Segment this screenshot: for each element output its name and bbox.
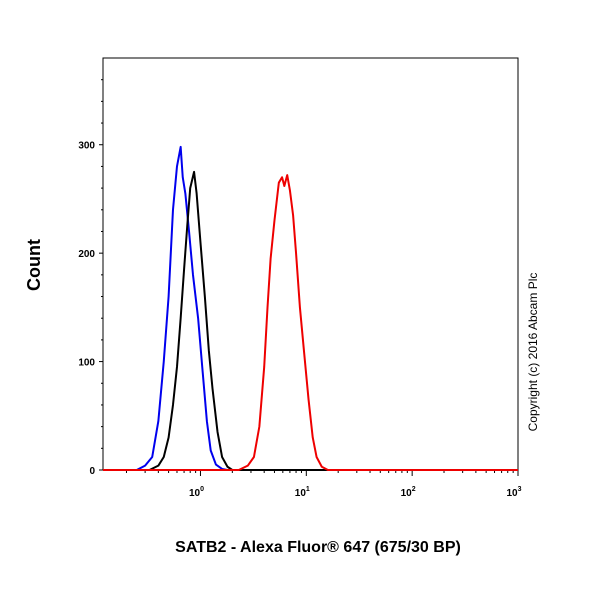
x-tick-label: 103 [506,486,521,499]
y-tick-label: 300 [78,141,95,152]
x-tick-label: 101 [295,486,310,499]
series-line-2 [103,170,518,471]
y-tick-label: 100 [78,358,95,369]
histogram-series [103,145,518,471]
y-tick-label: 200 [78,249,95,260]
x-tick-label: 100 [189,486,204,499]
copyright-annotation: Copyright (c) 2016 Abcam Plc [526,273,540,432]
x-axis-title: SATB2 - Alexa Fluor® 647 (675/30 BP) [175,539,461,556]
y-tick-label: 0 [89,466,95,477]
series-line-3 [103,174,518,471]
y-axis: 0 100 200 300 [78,79,103,477]
x-axis: 100 101 102 103 [125,470,522,499]
y-axis-title: Count [24,239,44,291]
series-line-1 [103,145,518,471]
x-tick-label: 102 [401,486,416,499]
